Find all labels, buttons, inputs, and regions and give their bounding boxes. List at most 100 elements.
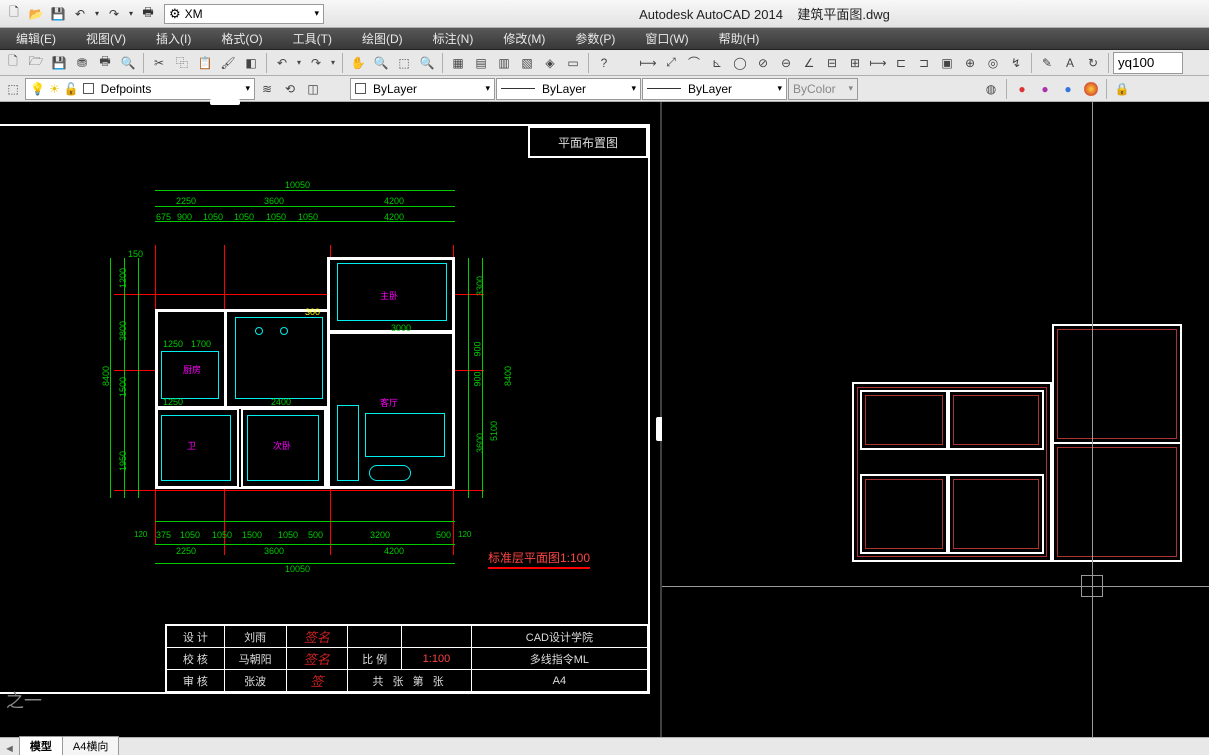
dim-angular-icon[interactable]: ∠ [798,52,820,74]
menu-view[interactable]: 视图(V) [76,28,136,49]
menu-modify[interactable]: 修改(M) [493,28,555,49]
open-icon[interactable]: 🗁 [25,52,47,74]
tolerance-icon[interactable]: ▣ [936,52,958,74]
qat-redo-dd-icon[interactable]: ▾ [126,4,136,24]
plotstyle-dropdown[interactable]: ByColor ▾ [788,78,858,100]
viewport-right[interactable] [662,102,1209,737]
dim-diameter-icon[interactable]: ⊖ [775,52,797,74]
chevron-down-icon: ▾ [631,83,636,94]
cell [402,626,472,648]
layers-states-icon[interactable]: ≋ [256,78,278,100]
paste-icon[interactable]: 📋 [194,52,216,74]
layer-prev-icon[interactable]: ⟲ [279,78,301,100]
color-dropdown[interactable]: ByLayer ▾ [350,78,495,100]
menu-dimension[interactable]: 标注(N) [423,28,484,49]
linetype-dropdown[interactable]: ByLayer ▾ [642,78,787,100]
qat-print-icon[interactable]: 🖶 [138,4,158,24]
layer-iso-icon[interactable]: ◫ [302,78,324,100]
props-icon[interactable]: ▦ [447,52,469,74]
dim-space-icon[interactable]: ⊏ [890,52,912,74]
dim-break-icon[interactable]: ⊐ [913,52,935,74]
dim-jogged-icon[interactable]: ⊘ [752,52,774,74]
lock-icon: 🔓 [64,82,79,96]
menu-edit[interactable]: 编辑(E) [6,28,66,49]
drive-icon[interactable]: ⛃ [71,52,93,74]
gradient-sphere-icon[interactable] [1084,82,1098,96]
dim-baseline-icon[interactable]: ⊞ [844,52,866,74]
drawing-canvas[interactable]: 平面布置图 10050 2250 3600 4200 675 900 1050 … [0,102,1209,737]
redo-icon[interactable]: ↷ [305,52,327,74]
layer-icon[interactable]: ⬚ [2,78,24,100]
zoom-window-icon[interactable]: ⬚ [393,52,415,74]
red-circle-icon[interactable]: ● [1011,78,1033,100]
title-block: 设 计 刘雨 签名 CAD设计学院 校 核 马朝阳 签名 比 例 1:100 多… [165,624,648,692]
dsettings-icon[interactable]: ▤ [470,52,492,74]
help-icon[interactable]: ? [593,52,615,74]
menu-tools[interactable]: 工具(T) [283,28,342,49]
plot-icon[interactable]: 🖶 [94,52,116,74]
layer-dropdown[interactable]: 💡 ☀ 🔓 Defpoints ▾ [25,78,255,100]
dim-update-icon[interactable]: ↻ [1082,52,1104,74]
qat-save-icon[interactable]: 💾 [48,4,68,24]
new-icon[interactable]: 🗋 [2,52,24,74]
lock-final-icon[interactable]: 🔒 [1111,78,1133,100]
markup-icon[interactable]: ◈ [539,52,561,74]
dim-ordinate-icon[interactable]: ⊾ [706,52,728,74]
qat-new-icon[interactable]: 🗋 [4,4,24,24]
menu-param[interactable]: 参数(P) [565,28,625,49]
crosshair-h [662,586,1209,587]
gear-icon: ⚙ [169,6,181,22]
menu-insert[interactable]: 插入(I) [146,28,201,49]
render-icon[interactable]: ◍ [980,78,1002,100]
menu-draw[interactable]: 绘图(D) [352,28,413,49]
qat-open-icon[interactable]: 📂 [26,4,46,24]
tpalette-icon[interactable]: ▧ [516,52,538,74]
cut-icon[interactable]: ✂ [148,52,170,74]
menu-format[interactable]: 格式(O) [211,28,272,49]
dim-aligned-icon[interactable]: ⤢ [660,52,682,74]
pan-icon[interactable]: ✋ [347,52,369,74]
center-mark-icon[interactable]: ⊕ [959,52,981,74]
jog-icon[interactable]: ↯ [1005,52,1027,74]
copy-icon[interactable]: ⿻ [171,52,193,74]
calc-icon[interactable]: ▭ [562,52,584,74]
redo-dd-icon[interactable]: ▾ [328,52,338,74]
inspect-icon[interactable]: ◎ [982,52,1004,74]
zoom-realtime-icon[interactable]: 🔍 [370,52,392,74]
dimstyle-text[interactable] [1113,52,1183,74]
preview-icon[interactable]: 🔍 [117,52,139,74]
cell-value: 1:100 [402,648,472,670]
menu-help[interactable]: 帮助(H) [709,28,770,49]
dim-radius-icon[interactable]: ◯ [729,52,751,74]
tab-model[interactable]: 模型 [19,736,63,755]
tab-layout[interactable]: A4横向 [62,736,119,755]
dim-line [155,206,455,207]
viewport-left[interactable]: 平面布置图 10050 2250 3600 4200 675 900 1050 … [0,102,660,737]
menu-window[interactable]: 窗口(W) [635,28,698,49]
qat-redo-icon[interactable]: ↷ [104,4,124,24]
zoom-prev-icon[interactable]: 🔍 [416,52,438,74]
qat-undo-dd-icon[interactable]: ▾ [92,4,102,24]
qat-undo-icon[interactable]: ↶ [70,4,90,24]
watermark-text: 之一 [6,687,42,713]
furniture [235,317,323,399]
dim-value: 120 [458,530,471,539]
save-icon[interactable]: 💾 [48,52,70,74]
workspace-dropdown[interactable]: ⚙ XM ▾ [164,4,324,24]
dim-continue-icon[interactable]: ⟼ [867,52,889,74]
match-icon[interactable]: 🖌 [217,52,239,74]
dimtedit-icon[interactable]: A [1059,52,1081,74]
lineweight-dropdown[interactable]: ByLayer ▾ [496,78,641,100]
dim-arc-icon[interactable]: ⌒ [683,52,705,74]
sheet-icon[interactable]: ▥ [493,52,515,74]
undo-icon[interactable]: ↶ [271,52,293,74]
blue-sphere-icon[interactable]: ● [1057,78,1079,100]
dim-quick-icon[interactable]: ⊟ [821,52,843,74]
dim-linear-icon[interactable]: ⟼ [637,52,659,74]
undo-dd-icon[interactable]: ▾ [294,52,304,74]
purple-circle-icon[interactable]: ● [1034,78,1056,100]
dimedit-icon[interactable]: ✎ [1036,52,1058,74]
block-icon[interactable]: ◧ [240,52,262,74]
viewport-handle[interactable] [210,99,240,105]
furniture [255,327,263,335]
